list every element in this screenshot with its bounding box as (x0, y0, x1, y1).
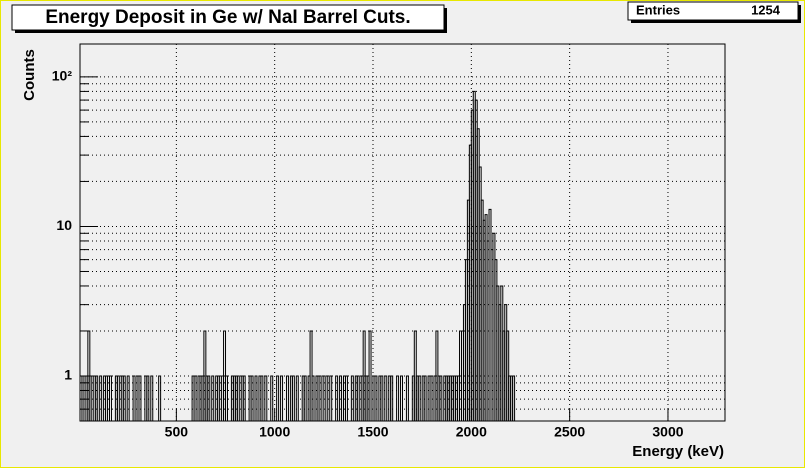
bar (146, 375, 150, 421)
plot-frame (79, 43, 726, 422)
bar (270, 375, 274, 421)
histogram (79, 90, 725, 422)
bar (368, 330, 372, 421)
bar (400, 375, 403, 421)
bar (325, 375, 329, 421)
bar (405, 375, 409, 421)
stats-label: Entries (636, 2, 680, 17)
bar (250, 375, 254, 421)
y-tick-label: 10 (56, 217, 72, 233)
bar (254, 375, 258, 421)
bar (311, 375, 315, 421)
bar (260, 375, 264, 421)
bar (138, 375, 142, 421)
bar (217, 375, 221, 421)
stats-box (627, 1, 799, 21)
title-box (11, 4, 445, 31)
bar (429, 375, 433, 421)
bar (390, 375, 394, 421)
bar (329, 375, 333, 421)
stats-value: 1254 (751, 2, 781, 17)
bar (384, 375, 388, 421)
bar (380, 375, 384, 421)
x-tick-label: 2500 (554, 424, 585, 440)
bar (158, 375, 162, 421)
x-tick-label: 3000 (652, 424, 683, 440)
bar (211, 375, 215, 421)
y-tick-label: 10² (52, 68, 73, 84)
bar (350, 375, 354, 421)
bar (276, 375, 280, 421)
bar (374, 375, 378, 421)
bar (317, 375, 321, 421)
bar (99, 375, 103, 421)
bar (335, 375, 339, 421)
bar (512, 375, 516, 421)
bar (356, 375, 360, 421)
bar (339, 375, 343, 421)
bar (116, 375, 120, 421)
bar (105, 375, 109, 421)
bar (225, 375, 228, 421)
bar (321, 375, 325, 421)
bar (423, 375, 427, 421)
y-axis-label: Counts (21, 49, 38, 101)
bar (291, 375, 295, 421)
bar (417, 375, 421, 421)
chart-title: Energy Deposit in Ge w/ NaI Barrel Cuts. (45, 7, 410, 28)
axes: 500 1000 1500 2000 2500 3000 1 10 10² (52, 68, 684, 440)
bar (303, 375, 307, 421)
bar (236, 375, 240, 421)
bar (439, 375, 443, 421)
bar (150, 375, 154, 421)
bar (108, 375, 112, 421)
bar (207, 375, 211, 421)
x-axis-label: Energy (keV) (632, 443, 724, 460)
x-tick-label: 500 (165, 424, 189, 440)
bar (242, 375, 246, 421)
x-tick-label: 1500 (357, 424, 388, 440)
bar (122, 375, 126, 421)
bar (396, 375, 400, 421)
x-tick-label: 2000 (456, 424, 487, 440)
y-tick-label: 1 (64, 367, 72, 383)
x-tick-label: 1000 (259, 424, 290, 440)
bar (193, 375, 197, 421)
bar (295, 375, 299, 421)
bar (280, 375, 284, 421)
bar (264, 375, 268, 421)
bar (126, 375, 130, 421)
bar (285, 375, 289, 421)
bar (132, 375, 136, 421)
bar (344, 375, 348, 421)
